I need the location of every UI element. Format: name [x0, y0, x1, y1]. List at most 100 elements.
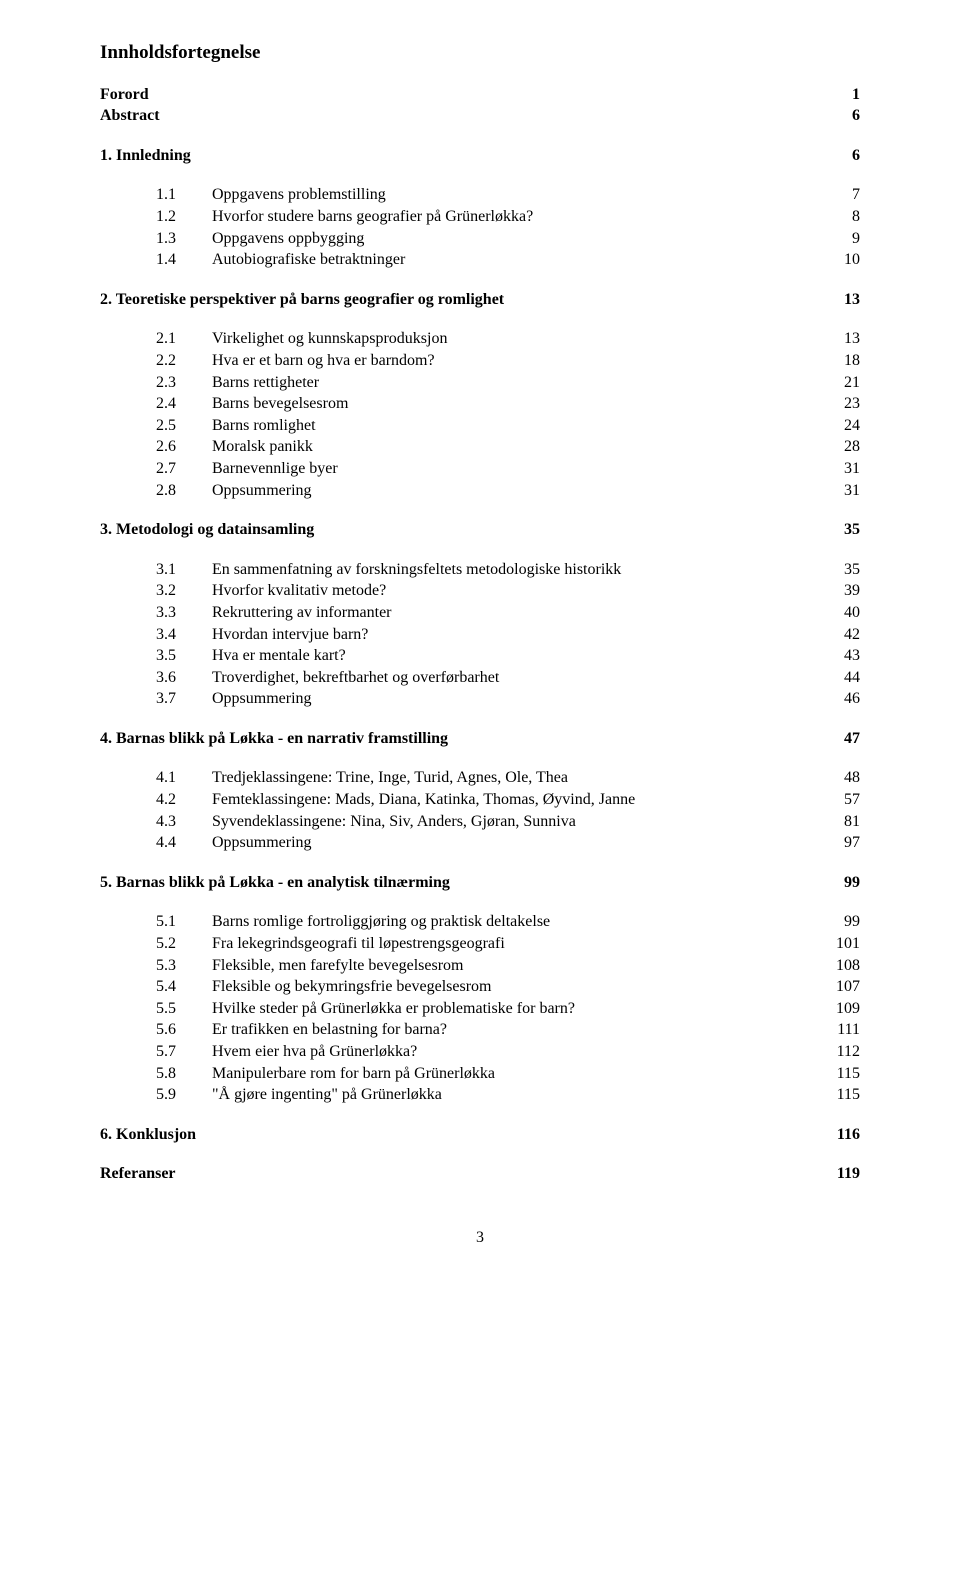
entry-page: 31	[820, 480, 860, 502]
toc-entry: 3.2Hvorfor kvalitativ metode?39	[156, 580, 860, 602]
section-heading: 6. Konklusjon116	[100, 1124, 860, 1146]
entry-text: Hvorfor studere barns geografier på Grün…	[212, 206, 820, 228]
entry-page: 108	[820, 955, 860, 977]
entry-num: 3.5	[156, 645, 212, 667]
toc-entry: 5.2Fra lekegrindsgeografi til løpestreng…	[156, 933, 860, 955]
entry-num: 1.4	[156, 249, 212, 271]
entry-page: 35	[820, 559, 860, 581]
entry-num: 4.1	[156, 767, 212, 789]
toc-entry: 1.1Oppgavens problemstilling7	[156, 184, 860, 206]
toc-entry: 4.4Oppsummering97	[156, 832, 860, 854]
entry-page: 39	[820, 580, 860, 602]
entry-num: 2.2	[156, 350, 212, 372]
toc-entry: 3.1En sammenfatning av forskningsfeltets…	[156, 559, 860, 581]
entry-num: 1.2	[156, 206, 212, 228]
toc-entry: 5.8Manipulerbare rom for barn på Grünerl…	[156, 1063, 860, 1085]
entry-num: 1.1	[156, 184, 212, 206]
entry-text: Fra lekegrindsgeografi til løpestrengsge…	[212, 933, 820, 955]
entry-text: Barns bevegelsesrom	[212, 393, 820, 415]
section-title: 5. Barnas blikk på Løkka - en analytisk …	[100, 872, 450, 894]
entry-text: Barns rettigheter	[212, 372, 820, 394]
toc-entry: 5.4Fleksible og bekymringsfrie bevegelse…	[156, 976, 860, 998]
entry-page: 24	[820, 415, 860, 437]
entry-page: 101	[820, 933, 860, 955]
entry-num: 2.6	[156, 436, 212, 458]
sections: 1. Innledning61.1Oppgavens problemstilli…	[100, 145, 860, 1146]
entry-page: 43	[820, 645, 860, 667]
toc-entry: 2.6Moralsk panikk28	[156, 436, 860, 458]
section-page: 13	[844, 289, 860, 311]
entry-page: 112	[820, 1041, 860, 1063]
entry-text: Syvendeklassingene: Nina, Siv, Anders, G…	[212, 811, 820, 833]
toc-entry: 1.3Oppgavens oppbygging9	[156, 228, 860, 250]
entry-text: "Å gjøre ingenting" på Grünerløkka	[212, 1084, 820, 1106]
top-entry: Abstract 6	[100, 105, 860, 127]
toc-entry: 5.6Er trafikken en belastning for barna?…	[156, 1019, 860, 1041]
toc-entry: 5.7Hvem eier hva på Grünerløkka?112	[156, 1041, 860, 1063]
toc-entry: 4.2Femteklassingene: Mads, Diana, Katink…	[156, 789, 860, 811]
toc-entry: 2.7Barnevennlige byer31	[156, 458, 860, 480]
entry-num: 4.4	[156, 832, 212, 854]
entry-text: En sammenfatning av forskningsfeltets me…	[212, 559, 820, 581]
entry-text: Rekruttering av informanter	[212, 602, 820, 624]
section-page: 47	[844, 728, 860, 750]
entry-num: 4.2	[156, 789, 212, 811]
toc-entry: 2.8Oppsummering31	[156, 480, 860, 502]
section-page: 99	[844, 872, 860, 894]
top-entry-page: 1	[852, 84, 860, 106]
entry-page: 48	[820, 767, 860, 789]
entry-num: 4.3	[156, 811, 212, 833]
section-items: 5.1Barns romlige fortroliggjøring og pra…	[156, 911, 860, 1105]
toc-entry: 4.3Syvendeklassingene: Nina, Siv, Anders…	[156, 811, 860, 833]
section-heading: 3. Metodologi og datainsamling35	[100, 519, 860, 541]
entry-text: Troverdighet, bekreftbarhet og overførba…	[212, 667, 820, 689]
entry-num: 5.5	[156, 998, 212, 1020]
entry-text: Hvilke steder på Grünerløkka er problema…	[212, 998, 820, 1020]
entry-text: Oppsummering	[212, 480, 820, 502]
entry-page: 9	[820, 228, 860, 250]
entry-page: 7	[820, 184, 860, 206]
top-entry-page: 6	[852, 105, 860, 127]
entry-text: Autobiografiske betraktninger	[212, 249, 820, 271]
entry-text: Oppgavens oppbygging	[212, 228, 820, 250]
entry-page: 97	[820, 832, 860, 854]
entry-num: 2.1	[156, 328, 212, 350]
entry-num: 5.2	[156, 933, 212, 955]
entry-num: 2.3	[156, 372, 212, 394]
entry-num: 5.9	[156, 1084, 212, 1106]
entry-num: 5.8	[156, 1063, 212, 1085]
section-title: 4. Barnas blikk på Løkka - en narrativ f…	[100, 728, 448, 750]
entry-text: Oppgavens problemstilling	[212, 184, 820, 206]
entry-page: 57	[820, 789, 860, 811]
toc-entry: 3.3Rekruttering av informanter40	[156, 602, 860, 624]
toc-entry: 5.9"Å gjøre ingenting" på Grünerløkka115	[156, 1084, 860, 1106]
toc-entry: 3.4Hvordan intervjue barn?42	[156, 624, 860, 646]
toc-entry: 3.5Hva er mentale kart?43	[156, 645, 860, 667]
entry-num: 3.3	[156, 602, 212, 624]
entry-text: Virkelighet og kunnskapsproduksjon	[212, 328, 820, 350]
references-label: Referanser	[100, 1163, 176, 1185]
toc-entry: 4.1Tredjeklassingene: Trine, Inge, Turid…	[156, 767, 860, 789]
entry-num: 3.1	[156, 559, 212, 581]
entry-text: Hva er mentale kart?	[212, 645, 820, 667]
top-entry-label: Abstract	[100, 105, 160, 127]
entry-page: 107	[820, 976, 860, 998]
entry-page: 115	[820, 1063, 860, 1085]
top-entry: Forord1	[100, 84, 860, 106]
entry-page: 31	[820, 458, 860, 480]
entry-page: 40	[820, 602, 860, 624]
section-heading: 5. Barnas blikk på Løkka - en analytisk …	[100, 872, 860, 894]
entry-num: 5.7	[156, 1041, 212, 1063]
toc-entry: 1.2Hvorfor studere barns geografier på G…	[156, 206, 860, 228]
entry-text: Barnevennlige byer	[212, 458, 820, 480]
section-items: 2.1Virkelighet og kunnskapsproduksjon132…	[156, 328, 860, 501]
entry-page: 18	[820, 350, 860, 372]
section-items: 4.1Tredjeklassingene: Trine, Inge, Turid…	[156, 767, 860, 853]
references-row: Referanser 119	[100, 1163, 860, 1185]
section-items: 3.1En sammenfatning av forskningsfeltets…	[156, 559, 860, 710]
entry-num: 3.4	[156, 624, 212, 646]
toc-entry: 2.5Barns romlighet24	[156, 415, 860, 437]
entry-text: Hva er et barn og hva er barndom?	[212, 350, 820, 372]
section-title: 2. Teoretiske perspektiver på barns geog…	[100, 289, 504, 311]
section-page: 35	[844, 519, 860, 541]
